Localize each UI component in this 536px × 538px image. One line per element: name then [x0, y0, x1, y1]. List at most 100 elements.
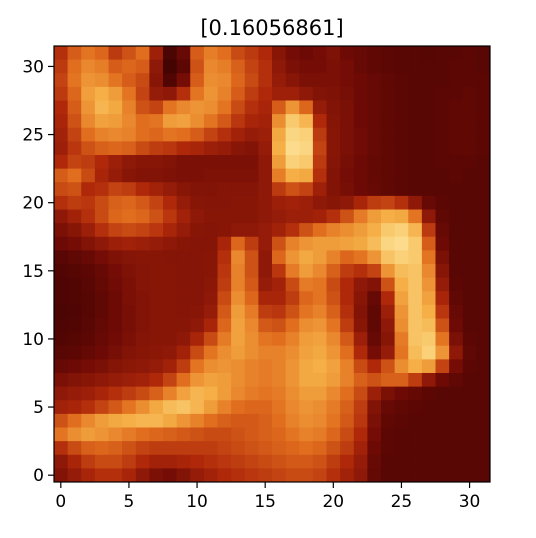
heatmap-cell [272, 318, 287, 333]
heatmap-cell [367, 454, 382, 469]
heatmap-cell [476, 413, 491, 428]
heatmap-cell [462, 413, 477, 428]
heatmap-cell [54, 155, 69, 170]
heatmap-cell [81, 59, 96, 74]
heatmap-cell [190, 73, 205, 88]
heatmap-cell [203, 359, 218, 374]
heatmap-cell [81, 100, 96, 115]
heatmap-cell [54, 318, 69, 333]
heatmap-cell [135, 236, 150, 251]
heatmap-cell [408, 441, 423, 456]
heatmap-cell [258, 441, 273, 456]
heatmap-cell [408, 332, 423, 347]
heatmap-cell [367, 264, 382, 279]
heatmap-cell [108, 468, 123, 483]
heatmap-cell [435, 400, 450, 415]
heatmap-cell [476, 168, 491, 183]
heatmap-cell [176, 73, 191, 88]
heatmap-cell [435, 304, 450, 319]
heatmap-cell [217, 441, 232, 456]
heatmap-cell [408, 400, 423, 415]
heatmap-cell [217, 413, 232, 428]
heatmap-cell [421, 454, 436, 469]
heatmap-cell [54, 454, 69, 469]
heatmap-cell [408, 359, 423, 374]
heatmap-cell [449, 345, 464, 360]
heatmap-cell [122, 73, 137, 88]
heatmap-cell [244, 73, 259, 88]
heatmap-cell [285, 386, 300, 401]
heatmap-cell [421, 304, 436, 319]
heatmap-cell [408, 114, 423, 129]
heatmap-cell [272, 400, 287, 415]
heatmap-cell [163, 236, 178, 251]
heatmap-cell [54, 141, 69, 156]
heatmap-cell [340, 427, 355, 442]
heatmap-cell [176, 100, 191, 115]
heatmap-cell [381, 277, 396, 292]
heatmap-cell [272, 386, 287, 401]
heatmap-cell [299, 468, 314, 483]
heatmap-cell [81, 250, 96, 265]
heatmap-cell [81, 195, 96, 210]
heatmap-cell [299, 127, 314, 142]
heatmap-cell [81, 114, 96, 129]
heatmap-cell [122, 304, 137, 319]
heatmap-cell [203, 127, 218, 142]
heatmap-cell [312, 86, 327, 101]
heatmap-cell [394, 236, 409, 251]
y-tick-label: 10 [22, 330, 44, 350]
heatmap-cell [408, 277, 423, 292]
heatmap-cell [190, 209, 205, 224]
heatmap-cell [462, 209, 477, 224]
heatmap-cell [367, 155, 382, 170]
heatmap-cell [476, 141, 491, 156]
heatmap-cell [272, 86, 287, 101]
heatmap-cell [149, 59, 164, 74]
heatmap-cell [135, 100, 150, 115]
heatmap-cell [326, 250, 341, 265]
heatmap-cell [244, 127, 259, 142]
heatmap-cell [122, 236, 137, 251]
heatmap-cell [203, 400, 218, 415]
heatmap-cell [462, 345, 477, 360]
heatmap-cell [67, 236, 82, 251]
heatmap-cell [394, 59, 409, 74]
heatmap-cell [176, 277, 191, 292]
heatmap-cell [394, 359, 409, 374]
heatmap-cell [381, 291, 396, 306]
heatmap-cell [449, 100, 464, 115]
heatmap-cell [67, 250, 82, 265]
heatmap-cell [299, 400, 314, 415]
heatmap-cell [285, 332, 300, 347]
heatmap-cell [340, 86, 355, 101]
heatmap-cell [149, 373, 164, 388]
heatmap-cell [449, 413, 464, 428]
heatmap-cell [108, 373, 123, 388]
heatmap-cell [312, 127, 327, 142]
heatmap-cell [326, 413, 341, 428]
heatmap-cell [340, 182, 355, 197]
heatmap-cell [190, 59, 205, 74]
heatmap-cell [462, 155, 477, 170]
heatmap-cell [312, 454, 327, 469]
heatmap-cell [462, 223, 477, 238]
heatmap-cell [231, 168, 246, 183]
heatmap-cell [408, 155, 423, 170]
heatmap-cell [285, 100, 300, 115]
heatmap-cell [176, 155, 191, 170]
heatmap-cell [312, 59, 327, 74]
heatmap-cell [326, 127, 341, 142]
heatmap-cell [94, 236, 109, 251]
heatmap-cell [476, 373, 491, 388]
heatmap-cell [217, 209, 232, 224]
heatmap-cell [190, 114, 205, 129]
heatmap-cell [340, 209, 355, 224]
heatmap-cell [81, 182, 96, 197]
heatmap-cell [299, 441, 314, 456]
heatmap-cell [421, 250, 436, 265]
y-tick-label: 15 [22, 262, 44, 282]
y-tick-label: 5 [33, 398, 44, 418]
heatmap-cell [176, 400, 191, 415]
heatmap-cell [149, 209, 164, 224]
